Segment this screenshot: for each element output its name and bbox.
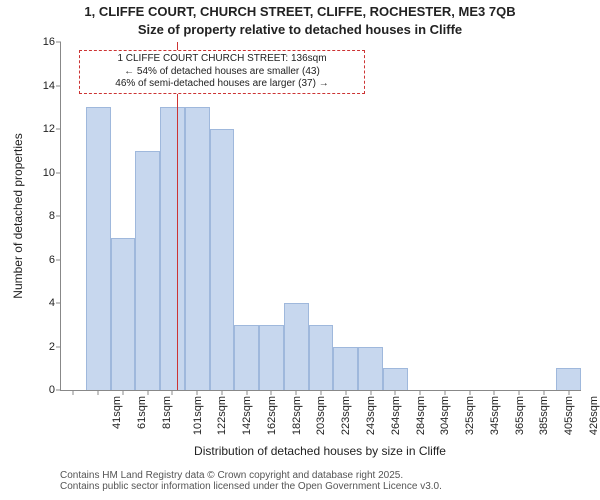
x-tick-mark [370,390,371,395]
y-tick-mark [56,85,61,86]
histogram-bar [210,129,235,390]
x-tick-mark [73,390,74,395]
x-tick-mark [98,390,99,395]
legend-box: 1 CLIFFE COURT CHURCH STREET: 136sqm ← 5… [79,50,365,94]
x-tick-label: 182sqm [291,396,303,435]
x-tick-label: 243sqm [365,396,377,435]
chart-title-line1: 1, CLIFFE COURT, CHURCH STREET, CLIFFE, … [0,4,600,19]
histogram-bar [86,107,111,390]
y-tick-label: 14 [43,80,55,92]
x-tick-mark [444,390,445,395]
y-tick-mark [56,42,61,43]
x-tick-label: 385sqm [538,396,550,435]
x-tick-mark [543,390,544,395]
x-tick-mark [271,390,272,395]
histogram-bar [556,368,581,390]
y-tick-label: 2 [49,341,55,353]
histogram-bar [333,347,358,391]
legend-line-2: ← 54% of detached houses are smaller (43… [86,66,358,79]
x-tick-mark [345,390,346,395]
x-tick-label: 142sqm [241,396,253,435]
x-tick-label: 223sqm [340,396,352,435]
histogram-bar [309,325,334,390]
x-tick-mark [494,390,495,395]
x-tick-mark [147,390,148,395]
x-tick-label: 264sqm [390,396,402,435]
x-tick-label: 405sqm [563,396,575,435]
y-tick-label: 12 [43,123,55,135]
footer-line-1: Contains HM Land Registry data © Crown c… [60,470,442,481]
footer-attribution: Contains HM Land Registry data © Crown c… [60,470,442,492]
y-tick-mark [56,346,61,347]
x-tick-mark [221,390,222,395]
y-tick-label: 8 [49,210,55,222]
x-tick-mark [122,390,123,395]
x-tick-label: 101sqm [192,396,204,435]
y-tick-mark [56,303,61,304]
y-tick-label: 10 [43,167,55,179]
legend-line-1: 1 CLIFFE COURT CHURCH STREET: 136sqm [86,53,358,66]
x-tick-label: 61sqm [136,396,148,429]
x-tick-mark [197,390,198,395]
x-tick-label: 345sqm [489,396,501,435]
x-tick-label: 304sqm [439,396,451,435]
histogram-bar [135,151,160,390]
histogram-bar [383,368,408,390]
x-axis-label: Distribution of detached houses by size … [194,444,446,458]
y-axis-label: Number of detached properties [11,133,25,298]
chart-title-line2: Size of property relative to detached ho… [0,22,600,37]
histogram-bar [259,325,284,390]
x-tick-label: 284sqm [415,396,427,435]
x-tick-label: 325sqm [464,396,476,435]
y-tick-label: 4 [49,297,55,309]
x-tick-mark [395,390,396,395]
x-tick-mark [296,390,297,395]
x-tick-label: 41sqm [111,396,123,429]
reference-line [177,42,178,390]
x-tick-mark [172,390,173,395]
plot-area: 024681012141641sqm61sqm81sqm101sqm122sqm… [60,42,581,391]
x-tick-mark [420,390,421,395]
x-tick-mark [246,390,247,395]
x-tick-label: 162sqm [266,396,278,435]
histogram-bar [358,347,383,391]
chart-container: { "title": { "line1": "1, CLIFFE COURT, … [0,0,600,500]
x-tick-mark [321,390,322,395]
y-tick-label: 0 [49,384,55,396]
histogram-bar [160,107,185,390]
x-tick-label: 426sqm [588,396,600,435]
histogram-bar [284,303,309,390]
y-tick-label: 16 [43,36,55,48]
y-tick-mark [56,172,61,173]
histogram-bar [185,107,210,390]
x-tick-label: 365sqm [514,396,526,435]
y-tick-mark [56,259,61,260]
x-tick-mark [469,390,470,395]
histogram-bar [234,325,259,390]
x-tick-mark [519,390,520,395]
x-tick-label: 203sqm [316,396,328,435]
y-tick-mark [56,216,61,217]
x-tick-label: 81sqm [161,396,173,429]
y-tick-mark [56,390,61,391]
legend-line-3: 46% of semi-detached houses are larger (… [86,78,358,91]
histogram-bar [111,238,136,390]
y-tick-mark [56,129,61,130]
footer-line-2: Contains public sector information licen… [60,481,442,492]
x-tick-mark [568,390,569,395]
y-tick-label: 6 [49,254,55,266]
x-tick-label: 122sqm [217,396,229,435]
